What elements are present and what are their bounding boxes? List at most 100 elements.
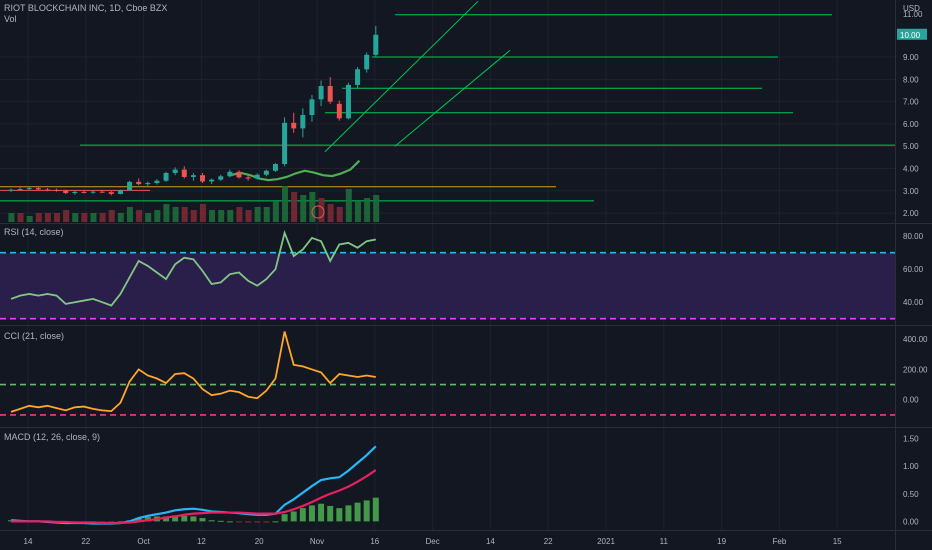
macd-histogram-bar bbox=[199, 518, 206, 522]
volume-bar bbox=[54, 213, 60, 222]
candle-body bbox=[127, 181, 133, 191]
candle-body bbox=[117, 190, 123, 194]
candle-body bbox=[17, 189, 23, 191]
macd-histogram-bar bbox=[281, 514, 288, 522]
macd-histogram-bar bbox=[263, 521, 270, 523]
candle-body bbox=[364, 54, 370, 70]
price-tick-label: 5.00 bbox=[903, 142, 919, 151]
macd-histogram-bar bbox=[318, 503, 325, 522]
volume-bar bbox=[309, 192, 316, 222]
volume-bar bbox=[263, 207, 270, 222]
candle-body bbox=[245, 177, 251, 179]
volume-bar bbox=[318, 198, 325, 222]
candle-body bbox=[145, 182, 151, 185]
volume-bar bbox=[345, 189, 352, 222]
date-tick-label: Nov bbox=[310, 537, 324, 546]
macd-histogram-bar bbox=[354, 502, 361, 522]
candle-body bbox=[81, 191, 87, 193]
volume-bar bbox=[327, 204, 334, 222]
volume-bar bbox=[163, 204, 170, 222]
candle-body bbox=[291, 122, 297, 129]
macd-histogram-bar bbox=[236, 521, 242, 523]
macd-label: MACD (12, 26, close, 9) bbox=[4, 432, 101, 442]
price-tick-label: 7.00 bbox=[903, 98, 919, 107]
volume-bar bbox=[236, 207, 243, 222]
candle-body bbox=[163, 172, 169, 181]
volume-bar bbox=[172, 207, 179, 222]
cci-label: CCI (21, close) bbox=[4, 331, 65, 341]
candle-body bbox=[136, 181, 142, 185]
candle-body bbox=[209, 179, 215, 182]
macd-histogram-bar bbox=[299, 508, 306, 522]
price-tick-label: 4.00 bbox=[903, 165, 919, 174]
date-tick-label: 22 bbox=[544, 537, 553, 546]
date-tick-label: 14 bbox=[486, 537, 495, 546]
macd-histogram-bar bbox=[172, 515, 179, 522]
channel-lower-line bbox=[394, 49, 511, 147]
macd-histogram-bar bbox=[190, 516, 197, 522]
price-tick-label: 8.00 bbox=[903, 75, 919, 84]
candle-body bbox=[26, 188, 32, 190]
candle-body bbox=[263, 170, 269, 175]
date-tick-label: Feb bbox=[773, 537, 787, 546]
date-tick-label: 20 bbox=[255, 537, 264, 546]
volume-bar bbox=[154, 210, 161, 222]
volume-bar bbox=[282, 186, 288, 222]
symbol-title: RIOT BLOCKCHAIN INC, 1D, Cboe BZX bbox=[4, 3, 168, 13]
volume-bar bbox=[63, 210, 70, 222]
candle-body bbox=[72, 191, 78, 194]
volume-bar bbox=[199, 204, 206, 222]
price-tick-label-top: 11.00 bbox=[903, 10, 923, 19]
volume-label: Vol bbox=[4, 14, 17, 24]
macd-tick-label: 0.00 bbox=[903, 517, 919, 526]
volume-bar bbox=[218, 210, 225, 222]
candle-body bbox=[336, 103, 342, 119]
volume-bar bbox=[181, 207, 188, 222]
macd-histogram-bar bbox=[290, 511, 297, 522]
date-tick-label: Dec bbox=[425, 537, 439, 546]
volume-bar bbox=[26, 216, 33, 222]
macd-histogram-bar bbox=[226, 521, 233, 523]
channel-upper-line bbox=[324, 0, 479, 153]
candle-body bbox=[318, 86, 324, 100]
volume-bar bbox=[254, 207, 261, 222]
price-tick-label: 2.00 bbox=[903, 209, 919, 218]
volume-bar bbox=[190, 210, 197, 222]
macd-tick-label: 1.00 bbox=[903, 462, 919, 471]
last-price-tag bbox=[897, 28, 927, 40]
candle-body bbox=[181, 169, 187, 177]
macd-histogram-bar bbox=[135, 518, 142, 522]
volume-bar bbox=[35, 213, 42, 222]
macd-histogram-bar bbox=[372, 497, 379, 522]
macd-histogram-bar bbox=[336, 508, 343, 522]
candle-body bbox=[272, 164, 278, 171]
macd-tick-label: 1.50 bbox=[903, 435, 919, 444]
candle-body bbox=[218, 176, 224, 180]
candle-body bbox=[200, 175, 206, 182]
volume-bar bbox=[245, 210, 252, 222]
volume-bar bbox=[136, 210, 143, 222]
signal-line bbox=[11, 469, 377, 525]
date-tick-label: 11 bbox=[660, 537, 669, 546]
macd-tick-label: 0.50 bbox=[903, 490, 919, 499]
volume-bar bbox=[117, 213, 124, 222]
macd-histogram-bar bbox=[181, 515, 188, 522]
macd-histogram-bar bbox=[245, 521, 252, 523]
macd-histogram-bar bbox=[217, 520, 224, 522]
candle-body bbox=[35, 188, 41, 190]
volume-bar bbox=[364, 198, 371, 222]
volume-bar bbox=[81, 213, 88, 222]
candle-body bbox=[355, 69, 361, 85]
candle-body bbox=[373, 34, 379, 55]
date-tick-label: 12 bbox=[197, 537, 206, 546]
date-tick-label: 2021 bbox=[597, 537, 615, 546]
macd-histogram-bar bbox=[363, 500, 370, 522]
date-tick-label: 22 bbox=[81, 537, 90, 546]
candle-body bbox=[99, 191, 105, 193]
candle-body bbox=[8, 189, 14, 191]
date-tick-label: 14 bbox=[24, 537, 33, 546]
macd-histogram-bar bbox=[308, 505, 315, 522]
rsi-tick-label: 80.00 bbox=[903, 232, 924, 241]
price-tick-label: 6.00 bbox=[903, 120, 919, 129]
